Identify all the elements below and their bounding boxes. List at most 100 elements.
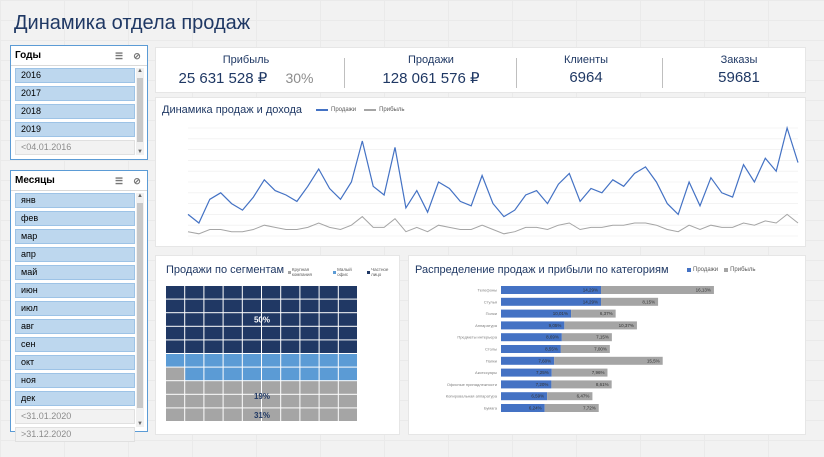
bar-profit [554, 356, 663, 365]
bar-chart-card[interactable]: Распределение продаж и прибыли по катего… [408, 255, 806, 435]
bar-sales [501, 345, 561, 353]
legend-swatch-small-office [333, 270, 337, 274]
slicer-item[interactable]: дек [15, 391, 135, 406]
waffle-cell [204, 286, 223, 299]
waffle-cell [223, 299, 242, 313]
slicer-item[interactable]: июл [15, 301, 135, 316]
bar-chart-title: Распределение продаж и прибыли по катего… [415, 264, 669, 276]
bar-sales-label: 14,29% [583, 288, 598, 293]
legend-label-sales: Продажи [693, 267, 719, 273]
category-label: Столы [485, 347, 497, 352]
category-label: Предметы интерьера [457, 335, 497, 340]
waffle-chart-card[interactable]: Продажи по сегментам Крупная компания Ма… [155, 255, 400, 435]
waffle-cell [319, 408, 338, 421]
waffle-cell [204, 326, 223, 340]
waffle-cell [204, 408, 223, 421]
slicer-item[interactable]: ноя [15, 373, 135, 388]
waffle-cell [242, 367, 261, 381]
waffle-chart-title: Продажи по сегментам [166, 264, 285, 276]
slicer-item[interactable]: 2017 [15, 86, 135, 101]
slicer-item[interactable]: <31.01.2020 [15, 409, 135, 424]
waffle-percent-label: 31% [254, 411, 270, 420]
waffle-cell [166, 394, 185, 408]
bar-profit-label: 15,5% [647, 358, 660, 363]
slicer-item[interactable]: май [15, 265, 135, 280]
divider [516, 58, 517, 88]
slicer-item[interactable]: авг [15, 319, 135, 334]
scroll-thumb[interactable] [137, 203, 143, 408]
slicer-years[interactable]: Годы ☰ ⊘ 2016 2017 2018 2019 <04.01.2016 ▲ ▼ [10, 45, 148, 160]
waffle-cell [338, 326, 357, 340]
scroll-thumb[interactable] [137, 78, 143, 142]
scroll-up-icon[interactable]: ▲ [137, 193, 143, 199]
category-label: Стулья [484, 299, 497, 304]
bar-sales-label: 6,59% [531, 394, 544, 399]
slicer-item[interactable]: 2019 [15, 122, 135, 137]
waffle-cell [204, 381, 223, 394]
slicer-months[interactable]: Месяцы ☰ ⊘ янв фев мар апр май июн июл авг сен ок… [10, 170, 148, 442]
bar-profit [601, 297, 659, 306]
waffle-cell [262, 394, 281, 408]
waffle-cell [262, 340, 281, 353]
waffle-cell [262, 354, 281, 367]
slicer-item[interactable]: >31.12.2020 [15, 427, 135, 442]
waffle-cell [281, 313, 300, 326]
multi-select-icon[interactable]: ☰ [114, 175, 124, 186]
slicer-item[interactable]: июн [15, 283, 135, 298]
slicer-item[interactable]: мар [15, 229, 135, 244]
slicer-years-scrollbar[interactable]: ▲ ▼ [136, 68, 144, 155]
multi-select-icon[interactable]: ☰ [114, 50, 124, 61]
slicer-years-title: Годы [15, 50, 42, 61]
slicer-item[interactable]: янв [15, 193, 135, 208]
bar-profit-label: 7,00% [594, 347, 607, 352]
bar-sales-label: 7,25% [536, 370, 549, 375]
slicer-item[interactable]: окт [15, 355, 135, 370]
kpi-profit: Прибыль 25 631 528 ₽ 30% [156, 48, 336, 94]
bar-profit-label: 6,47% [577, 394, 590, 399]
slicer-months-items: янв фев мар апр май июн июл авг сен окт ноя дек <31.… [15, 193, 135, 445]
legend-swatch-sales [316, 109, 328, 111]
category-label: Бумага [484, 406, 498, 411]
scroll-down-icon[interactable]: ▼ [137, 421, 143, 427]
waffle-cell [185, 313, 204, 326]
line-chart-legend: Продажи Прибыль [316, 107, 404, 113]
waffle-cell [300, 408, 319, 421]
waffle-cell [281, 286, 300, 299]
waffle-cell [185, 340, 204, 353]
scroll-up-icon[interactable]: ▲ [137, 68, 143, 74]
waffle-cell [300, 299, 319, 313]
waffle-cell [166, 381, 185, 394]
waffle-cell [300, 381, 319, 394]
bar-profit-label: 10,37% [619, 323, 634, 328]
slicer-months-scrollbar[interactable]: ▲ ▼ [136, 193, 144, 427]
waffle-cell [281, 354, 300, 367]
bar-sales [501, 368, 552, 377]
clear-filter-icon[interactable]: ⊘ [133, 50, 141, 61]
bar-chart-legend: Продажи Прибыль [687, 267, 755, 273]
bar-sales [501, 297, 602, 306]
bar-profit [547, 392, 593, 401]
scroll-down-icon[interactable]: ▼ [137, 149, 143, 155]
waffle-cell [262, 313, 281, 326]
slicer-item[interactable]: 2018 [15, 104, 135, 119]
bar-sales [501, 380, 552, 389]
kpi-profit-label: Прибыль [222, 54, 270, 66]
bar-sales-label: 7,20% [536, 382, 549, 387]
slicer-item[interactable]: сен [15, 337, 135, 352]
slicer-item[interactable]: апр [15, 247, 135, 262]
slicer-item[interactable]: фев [15, 211, 135, 226]
waffle-cell [204, 299, 223, 313]
waffle-percent-label: 50% [254, 316, 270, 325]
waffle-cell [185, 394, 204, 408]
line-chart-card[interactable]: Динамика продаж и дохода Продажи Прибыль [155, 97, 806, 247]
waffle-cell [223, 286, 242, 299]
waffle-cell [185, 354, 204, 367]
slicer-item[interactable]: 2016 [15, 68, 135, 83]
waffle-cell [319, 340, 338, 353]
kpi-sales-value: 128 061 576 ₽ [382, 70, 480, 87]
kpi-orders-label: Заказы [720, 54, 758, 66]
clear-filter-icon[interactable]: ⊘ [133, 175, 141, 186]
bar-profit [544, 404, 599, 412]
slicer-item[interactable]: <04.01.2016 [15, 140, 135, 155]
dashboard-title: Динамика отдела продаж [14, 12, 251, 34]
